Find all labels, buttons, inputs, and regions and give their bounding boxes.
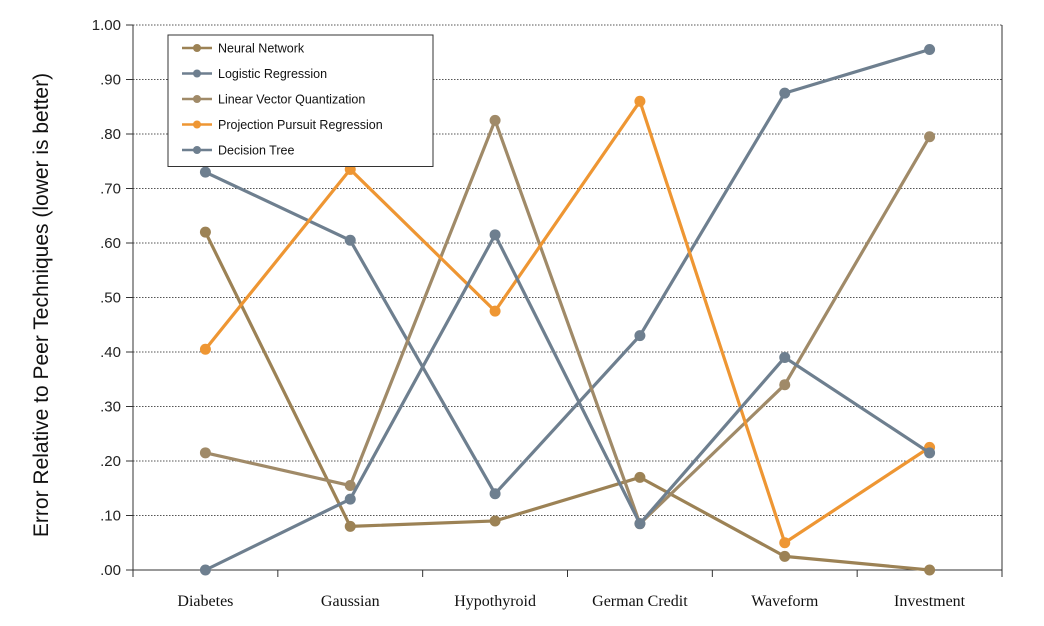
legend-swatch-marker [193,69,201,78]
axes [126,24,1003,577]
series-lines [199,44,936,576]
legend-swatch-marker [193,120,201,129]
x-tick-label: Hypothyroid [454,593,536,610]
data-point [489,305,501,317]
y-tick-label: .60 [100,235,121,252]
data-point [199,343,211,355]
legend-swatch-marker [193,146,201,154]
x-tick-labels: Diabetes Gaussian Hypothyroid German Credit… [177,593,965,610]
y-tick-label: .10 [100,508,121,525]
legend-entry: Decision Tree [218,144,294,158]
x-tick-label: Waveform [751,593,819,610]
data-point [344,520,356,532]
data-point [634,330,646,342]
data-point [199,564,211,576]
data-point [489,515,501,527]
y-tick-labels: .00 .10 .20 .30 .40 .50 .60 .70 .80 .90 1.00 [92,17,121,579]
data-point [634,518,646,530]
legend-entry: Neural Network [218,42,305,56]
y-tick-label: 1.00 [92,17,121,34]
data-point [199,447,211,459]
y-tick-label: .70 [100,181,121,198]
data-point [489,114,501,126]
y-axis-label: Error Relative to Peer Techniques (lower… [30,73,53,537]
data-point [779,550,791,562]
data-point [924,564,936,576]
y-tick-label: .30 [100,399,121,416]
series-line [203,231,930,572]
data-point [779,351,791,363]
data-point [489,488,501,500]
data-point [199,226,211,238]
x-tick-label: Diabetes [177,593,233,610]
data-point [779,537,791,549]
legend-entry: Projection Pursuit Regression [218,118,383,132]
y-tick-label: .50 [100,290,121,307]
data-point [199,166,211,178]
series-line [205,118,931,526]
legend-swatch-marker [193,44,201,52]
series-line [204,47,931,496]
series-line [204,99,931,545]
data-point [489,229,501,241]
y-tick-label: .90 [100,72,121,89]
x-tick-label: Gaussian [321,593,380,610]
data-point [344,493,356,505]
y-tick-label: .00 [100,562,121,579]
legend: Neural Network Logistic Regression Linear … [167,34,434,167]
data-point [779,87,791,99]
y-tick-label: .40 [100,344,121,361]
x-tick-label: German Credit [592,593,688,610]
series-line [204,233,931,572]
data-point [344,234,356,246]
data-point [924,447,936,459]
data-point [924,131,936,143]
legend-swatch-marker [193,95,201,103]
legend-box [167,34,434,167]
x-tick-label: Investment [894,593,966,610]
data-point [634,471,646,483]
y-tick-label: .20 [100,453,121,470]
data-point [924,44,936,56]
data-point [634,95,646,107]
data-point [779,379,791,391]
legend-entry: Linear Vector Quantization [218,93,365,107]
legend-entry: Logistic Regression [218,67,327,81]
data-point [344,480,356,492]
y-tick-label: .80 [100,126,121,143]
